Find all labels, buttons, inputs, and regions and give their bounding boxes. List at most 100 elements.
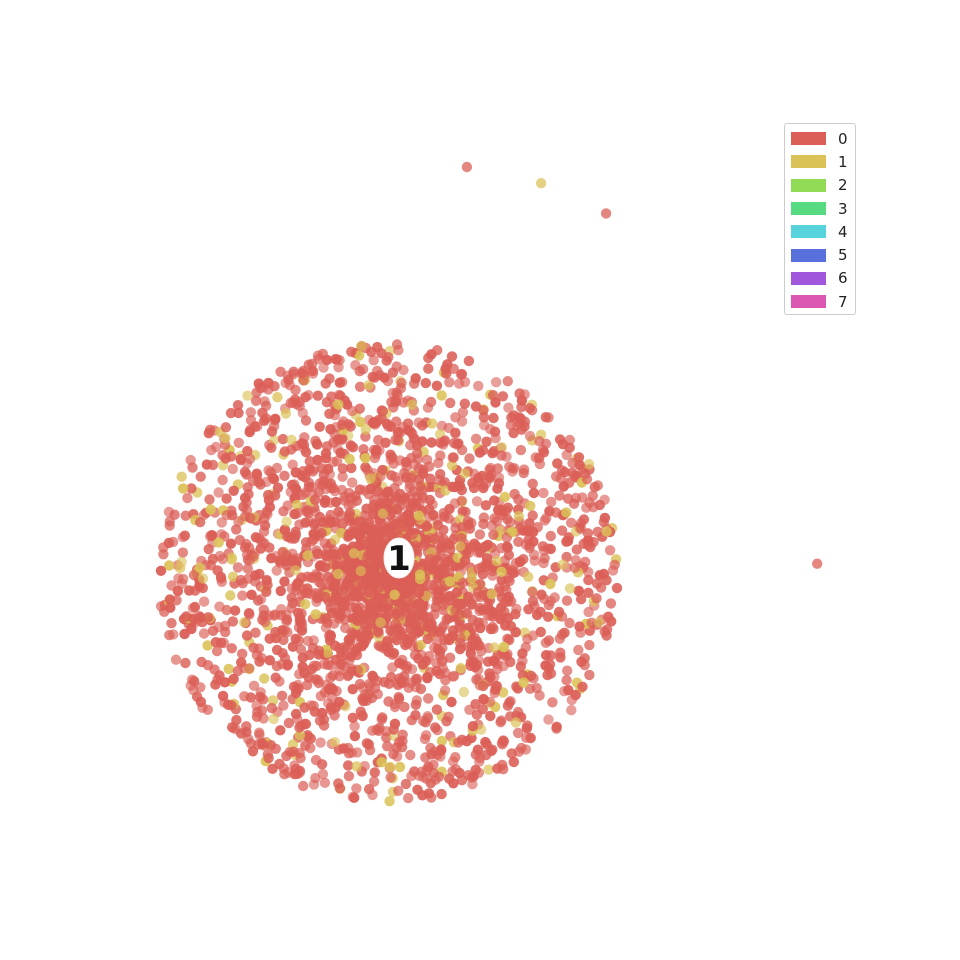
scatter-point-category-0 — [561, 536, 572, 547]
scatter-point-category-1 — [294, 729, 306, 741]
scatter-point-category-0 — [299, 718, 310, 730]
scatter-point-category-0 — [478, 542, 489, 553]
scatter-point-category-0 — [528, 487, 540, 499]
scatter-point-category-0 — [441, 368, 452, 379]
scatter-point-category-0 — [426, 561, 438, 573]
scatter-point-category-0 — [361, 503, 372, 514]
scatter-point-category-0 — [264, 501, 276, 513]
scatter-point-category-0 — [258, 740, 270, 751]
scatter-point-category-0 — [507, 463, 518, 474]
scatter-point-category-0 — [320, 591, 331, 603]
scatter-point-category-0 — [266, 442, 277, 453]
scatter-point-category-0 — [393, 785, 404, 796]
legend-item-6: 6 — [791, 267, 855, 290]
scatter-point-category-0 — [275, 725, 286, 736]
scatter-point-category-0 — [450, 427, 461, 438]
scatter-point-category-0 — [434, 668, 445, 680]
scatter-point-category-0 — [562, 493, 574, 504]
scatter-point-category-0 — [295, 572, 307, 583]
scatter-point-category-0 — [518, 464, 530, 475]
scatter-point-category-0 — [226, 722, 238, 733]
scatter-point-category-0 — [324, 408, 335, 419]
scatter-point-category-0 — [237, 590, 248, 601]
scatter-point-category-0 — [299, 432, 310, 443]
scatter-point-category-0 — [513, 494, 524, 505]
scatter-point-category-0 — [451, 587, 462, 598]
scatter-point-category-0 — [300, 447, 312, 458]
scatter-point-category-0 — [485, 696, 496, 707]
scatter-point-category-1 — [389, 589, 400, 600]
scatter-point-category-0 — [501, 541, 513, 552]
scatter-point-category-0 — [274, 555, 285, 566]
scatter-point-category-0 — [474, 756, 485, 767]
scatter-point-category-0 — [584, 639, 595, 651]
scatter-point-category-0 — [411, 448, 423, 459]
scatter-point-category-0 — [259, 520, 271, 531]
scatter-point-category-0 — [430, 722, 441, 733]
scatter-point-category-1 — [491, 556, 503, 567]
scatter-point-category-1 — [238, 617, 250, 628]
scatter-point-category-0 — [384, 502, 396, 513]
scatter-point-category-0 — [306, 572, 317, 583]
scatter-point-category-0 — [529, 555, 540, 566]
scatter-point-category-1 — [290, 565, 301, 576]
scatter-point-category-0 — [188, 676, 200, 687]
scatter-point-category-0 — [564, 434, 575, 446]
scatter-point-category-0 — [236, 657, 247, 668]
scatter-point-category-0 — [158, 542, 169, 553]
scatter-point-category-0 — [306, 481, 317, 493]
scatter-point-category-0 — [584, 497, 595, 508]
scatter-point-category-0 — [399, 467, 410, 479]
scatter-point-category-0 — [492, 763, 503, 774]
scatter-point-category-0 — [420, 377, 431, 389]
scatter-point-category-0 — [363, 739, 374, 750]
scatter-point-category-0 — [606, 616, 617, 627]
scatter-point-category-1 — [242, 390, 253, 401]
legend-label: 0 — [838, 129, 848, 148]
scatter-point-category-0 — [415, 683, 427, 695]
scatter-point-category-0 — [442, 592, 453, 603]
scatter-point-category-0 — [540, 438, 552, 449]
scatter-point-category-0 — [312, 390, 324, 401]
scatter-point-category-0 — [299, 702, 310, 713]
scatter-point-category-0 — [546, 496, 557, 508]
scatter-point-category-0 — [251, 711, 263, 722]
scatter-point-category-0 — [291, 556, 302, 567]
scatter-point-category-0 — [456, 444, 468, 456]
scatter-point-category-0 — [343, 640, 355, 651]
scatter-point-category-0 — [440, 553, 451, 565]
scatter-point-category-0 — [233, 437, 244, 448]
scatter-point-category-0 — [575, 523, 587, 535]
scatter-point-category-0 — [540, 650, 552, 661]
scatter-point-category-0 — [277, 433, 289, 445]
scatter-point-category-0 — [407, 529, 418, 540]
scatter-point-category-1 — [518, 677, 529, 688]
scatter-point-category-0 — [275, 585, 286, 597]
scatter-point-category-1 — [377, 508, 389, 519]
scatter-point-category-0 — [409, 378, 420, 389]
scatter-point-category-0 — [188, 613, 200, 624]
scatter-point-category-0 — [570, 492, 582, 504]
scatter-point-category-0 — [425, 742, 436, 754]
scatter-point-category-0 — [318, 714, 330, 725]
scatter-point-category-0 — [487, 448, 498, 459]
scatter-point-category-1 — [176, 471, 187, 482]
scatter-point-category-0 — [343, 670, 354, 681]
scatter-point-category-0 — [300, 392, 311, 403]
scatter-point-category-0 — [432, 588, 444, 599]
scatter-point-category-0 — [376, 593, 387, 604]
scatter-point-category-0 — [573, 644, 584, 656]
scatter-point-category-0 — [367, 789, 378, 801]
scatter-point-category-1 — [489, 642, 500, 653]
scatter-point-category-0 — [359, 524, 371, 535]
scatter-point-category-0 — [472, 587, 484, 598]
legend-item-7: 7 — [791, 290, 855, 313]
scatter-point-category-1 — [355, 565, 366, 577]
scatter-point-category-0 — [304, 456, 315, 467]
scatter-point-category-0 — [390, 618, 401, 630]
scatter-point-category-0 — [339, 614, 350, 625]
scatter-point-category-0 — [489, 495, 500, 506]
scatter-point-category-0 — [251, 700, 262, 711]
scatter-point-category-0 — [357, 364, 369, 375]
scatter-point-category-0 — [275, 366, 286, 377]
